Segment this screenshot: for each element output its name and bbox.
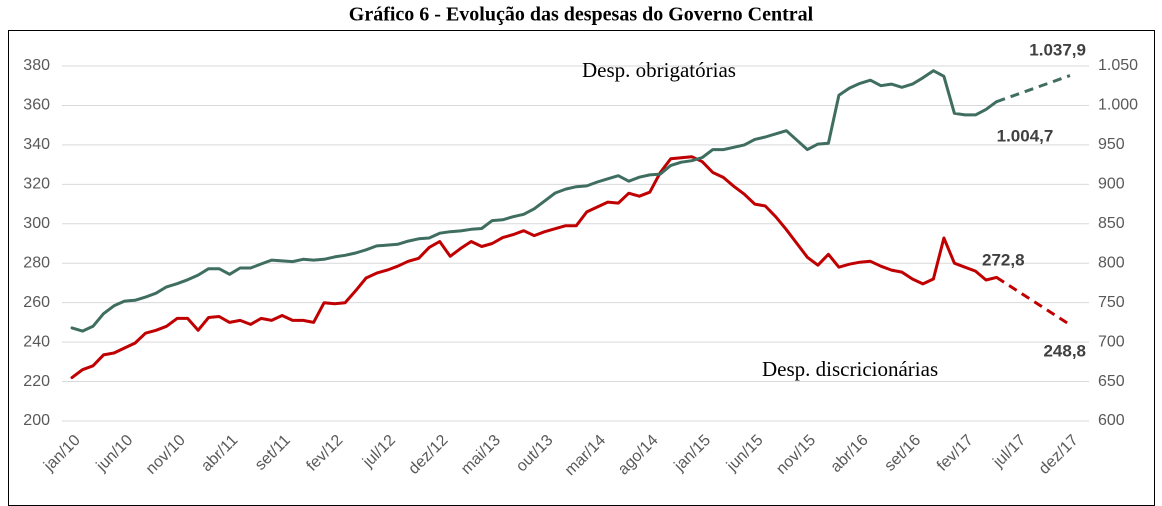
x-tick-label: jun/15 — [723, 432, 767, 476]
x-tick-label: jun/10 — [93, 432, 137, 476]
y2-tick-label: 1.050 — [1098, 57, 1138, 74]
x-tick-label: out/13 — [513, 432, 557, 476]
x-tick-label: jul/12 — [359, 432, 399, 472]
y-tick-label: 200 — [23, 412, 50, 429]
y-tick-label: 240 — [23, 333, 50, 350]
y-tick-label: 320 — [23, 176, 50, 193]
series-name: Desp. obrigatórias — [582, 58, 736, 82]
y-tick-label: 360 — [23, 97, 50, 114]
x-tick-label: dez/12 — [406, 432, 452, 478]
x-tick-label: fev/17 — [934, 432, 977, 475]
y2-tick-label: 650 — [1098, 373, 1125, 390]
x-tick-label: jan/10 — [40, 432, 84, 476]
y2-tick-label: 850 — [1098, 215, 1125, 232]
y2-tick-label: 1.000 — [1098, 97, 1138, 114]
x-tick-label: mar/14 — [562, 432, 609, 479]
x-tick-label: dez/17 — [1036, 432, 1082, 478]
y2-tick-label: 700 — [1098, 333, 1125, 350]
x-tick-label: abr/16 — [828, 432, 872, 476]
y2-tick-label: 600 — [1098, 412, 1125, 429]
series-line — [72, 71, 1070, 331]
value-label: 1.004,7 — [997, 126, 1054, 145]
y2-tick-label: 800 — [1098, 254, 1125, 271]
projection-line — [995, 74, 1071, 104]
chart-title: Gráfico 6 - Evolução das despesas do Gov… — [349, 4, 814, 26]
y-tick-label: 220 — [23, 373, 50, 390]
y-tick-label: 300 — [23, 215, 50, 232]
value-label: 1.037,9 — [1029, 40, 1086, 59]
series-line — [72, 157, 1070, 378]
y-tick-label: 260 — [23, 294, 50, 311]
y2-tick-label: 750 — [1098, 294, 1125, 311]
x-tick-label: jul/17 — [990, 432, 1030, 472]
y2-tick-label: 900 — [1098, 176, 1125, 193]
x-tick-label: nov/15 — [773, 432, 819, 478]
value-label: 248,8 — [1043, 341, 1086, 360]
x-tick-label: set/16 — [881, 432, 924, 475]
y-tick-label: 340 — [23, 136, 50, 153]
value-label: 272,8 — [982, 250, 1025, 269]
x-tick-label: fev/12 — [304, 432, 347, 475]
y-tick-label: 280 — [23, 254, 50, 271]
x-tick-label: abr/11 — [198, 432, 241, 475]
y-tick-label: 380 — [23, 57, 50, 74]
y2-tick-label: 950 — [1098, 136, 1125, 153]
x-tick-label: nov/10 — [143, 432, 189, 478]
projection-line — [995, 276, 1071, 327]
x-tick-label: mai/13 — [458, 432, 504, 478]
series-name: Desp. discricionárias — [762, 357, 938, 381]
x-tick-label: jan/15 — [671, 432, 715, 476]
x-tick-label: set/11 — [252, 432, 294, 474]
x-tick-label: ago/14 — [615, 432, 662, 479]
